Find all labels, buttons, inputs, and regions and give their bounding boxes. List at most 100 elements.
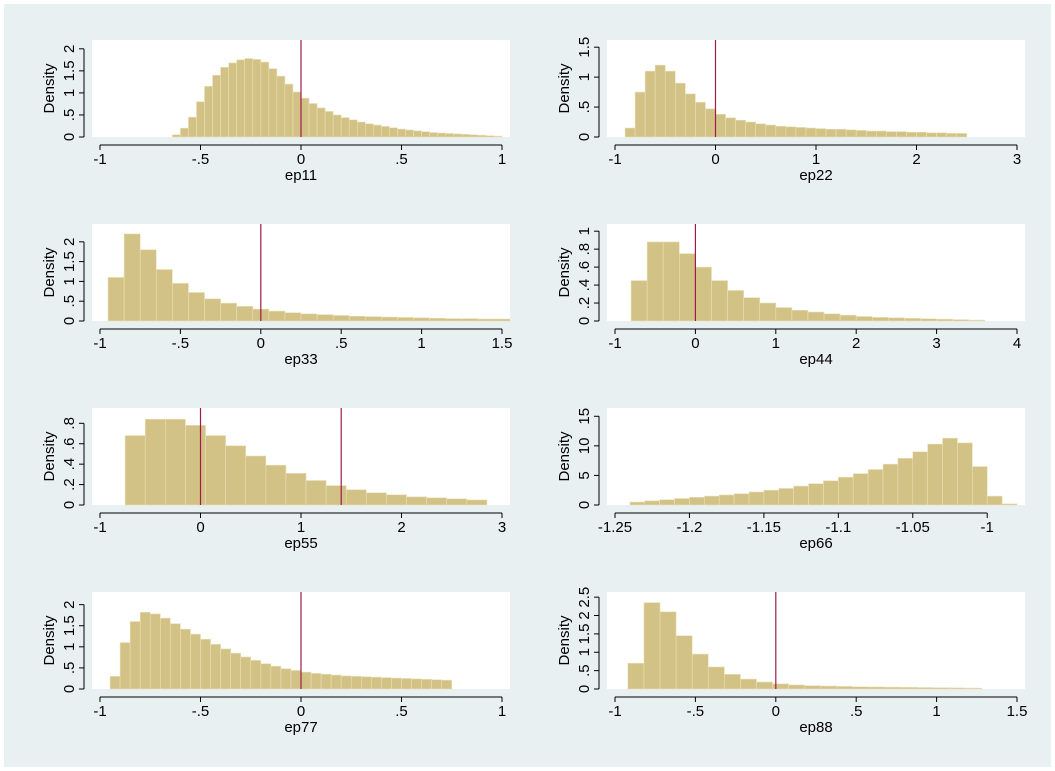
y-tick-label: .4 (61, 458, 78, 471)
bar (268, 68, 278, 138)
bar (421, 131, 430, 138)
bar (172, 134, 181, 138)
bar (904, 318, 921, 322)
bar (180, 628, 191, 690)
bar (345, 489, 367, 506)
bar (662, 241, 680, 322)
y-tick-label: 1.5 (576, 37, 593, 58)
bar (155, 269, 173, 322)
x-tick-label: 4 (1013, 335, 1021, 352)
bar (644, 500, 660, 506)
y-tick-label: 2 (61, 45, 78, 53)
bar (204, 85, 213, 138)
bar (836, 686, 854, 690)
bar (689, 497, 705, 506)
y-axis-title: Density (41, 247, 58, 298)
bar (942, 437, 958, 506)
bar (300, 313, 318, 322)
y-tick-label: 0 (576, 501, 593, 509)
x-tick-label: 1.5 (492, 335, 513, 352)
bar (139, 611, 151, 690)
bar (371, 676, 382, 690)
bar (654, 64, 666, 138)
bar (276, 75, 286, 138)
y-tick-label: 1.5 (61, 60, 78, 81)
bar (225, 445, 247, 506)
bar (659, 611, 677, 690)
x-tick-label: -1.2 (677, 519, 703, 536)
x-tick-label: 3 (932, 335, 940, 352)
y-tick-label: 1 (576, 227, 593, 235)
x-tick-label: -1 (93, 151, 106, 168)
x-tick-label: 1 (498, 151, 506, 168)
x-tick-label: 3 (498, 519, 506, 536)
bar (765, 124, 777, 138)
bar (292, 91, 302, 138)
bar (707, 666, 725, 690)
x-tick-label: 1 (772, 335, 780, 352)
bar (772, 683, 789, 690)
y-tick-label: 15 (576, 408, 593, 425)
x-tick-label: -1 (608, 151, 621, 168)
y-tick-label: .4 (576, 279, 593, 292)
x-axis-title: ep88 (799, 719, 832, 736)
x-tick-label: 0 (297, 151, 305, 168)
bar (855, 130, 867, 138)
bar (778, 488, 794, 506)
bar (946, 133, 958, 138)
bar (406, 496, 427, 506)
y-tick-label: .6 (576, 261, 593, 274)
y-tick-label: 1 (61, 89, 78, 97)
bar (755, 123, 767, 138)
bar (445, 318, 463, 322)
x-tick-label: -1 (93, 335, 106, 352)
bar (823, 480, 839, 506)
bar (284, 83, 294, 138)
bar (123, 233, 141, 322)
bar (791, 309, 809, 322)
bar (340, 117, 350, 138)
bar (711, 280, 728, 322)
x-axis-title: ep77 (284, 719, 317, 736)
bar (453, 133, 463, 138)
bar (852, 686, 870, 690)
bar (788, 684, 806, 690)
bar (839, 314, 857, 322)
bar (775, 125, 787, 138)
bar (912, 451, 928, 506)
bar (228, 62, 237, 138)
bar (825, 128, 837, 138)
bar (381, 126, 390, 138)
bar (865, 130, 877, 138)
y-tick-label: 0 (576, 317, 593, 325)
bar (646, 241, 664, 322)
y-tick-label: 1 (61, 643, 78, 651)
bar (868, 686, 886, 690)
y-tick-label: 10 (576, 438, 593, 455)
bar (823, 313, 841, 322)
x-tick-label: 0 (691, 335, 699, 352)
bar (308, 103, 318, 138)
bar (280, 668, 292, 690)
bar (188, 292, 205, 322)
bar (350, 676, 362, 690)
bar (381, 316, 398, 322)
bar (426, 497, 448, 506)
bar (365, 316, 382, 322)
bar (808, 483, 824, 506)
bar (401, 678, 412, 690)
bar (397, 317, 414, 322)
bar (748, 491, 765, 506)
bar (906, 131, 917, 138)
x-tick-label: 1 (812, 151, 820, 168)
y-tick-label: .5 (576, 664, 593, 677)
x-axis-title: ep66 (799, 535, 832, 552)
bar (160, 617, 171, 690)
bar (795, 127, 807, 138)
bar (220, 67, 229, 138)
x-tick-label: -1.15 (747, 519, 781, 536)
bar (936, 318, 953, 322)
y-tick-label: .6 (61, 437, 78, 450)
